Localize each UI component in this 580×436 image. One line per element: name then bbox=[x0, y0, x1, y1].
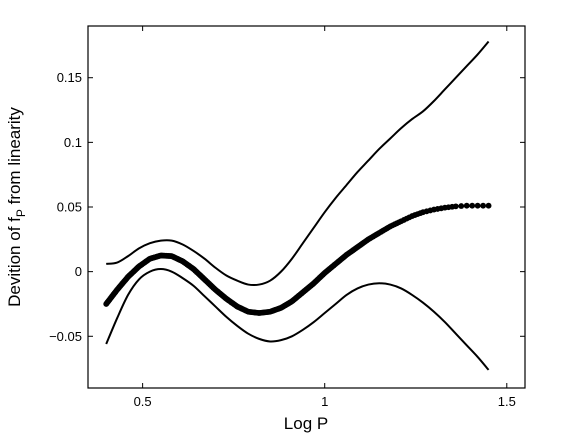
series-group bbox=[103, 40, 492, 371]
y-tick-label: 0.15 bbox=[57, 70, 82, 85]
lower-bound-line bbox=[105, 268, 490, 371]
y-tick-label: −0.05 bbox=[49, 329, 82, 344]
y-axis-title-suffix: from linearity bbox=[5, 107, 24, 210]
data-point bbox=[452, 203, 459, 210]
data-point bbox=[458, 203, 465, 209]
data-point bbox=[474, 202, 481, 209]
x-tick-label: 1.5 bbox=[498, 394, 516, 409]
data-point bbox=[480, 202, 487, 209]
x-axis-title: Log P bbox=[284, 414, 328, 433]
y-tick-label: 0.1 bbox=[64, 135, 82, 150]
y-axis-title-subscript: P bbox=[14, 209, 28, 217]
upper-bound-line bbox=[106, 40, 490, 287]
x-tick-label: 0.5 bbox=[134, 394, 152, 409]
y-axis-title: Devition of fP from linearity bbox=[5, 107, 28, 307]
data-point bbox=[469, 202, 476, 209]
x-tick-label: 1 bbox=[321, 394, 328, 409]
data-point bbox=[463, 202, 470, 209]
y-tick-label: 0.05 bbox=[57, 200, 82, 215]
y-axis-title-prefix: Devition of f bbox=[5, 217, 24, 307]
y-tick-label: 0 bbox=[75, 264, 82, 279]
tick-group: 0.5 1 1.5 −0.05 0 0.05 0.1 0.15 bbox=[49, 26, 525, 409]
series-dotted bbox=[103, 202, 492, 316]
data-point bbox=[485, 202, 492, 209]
